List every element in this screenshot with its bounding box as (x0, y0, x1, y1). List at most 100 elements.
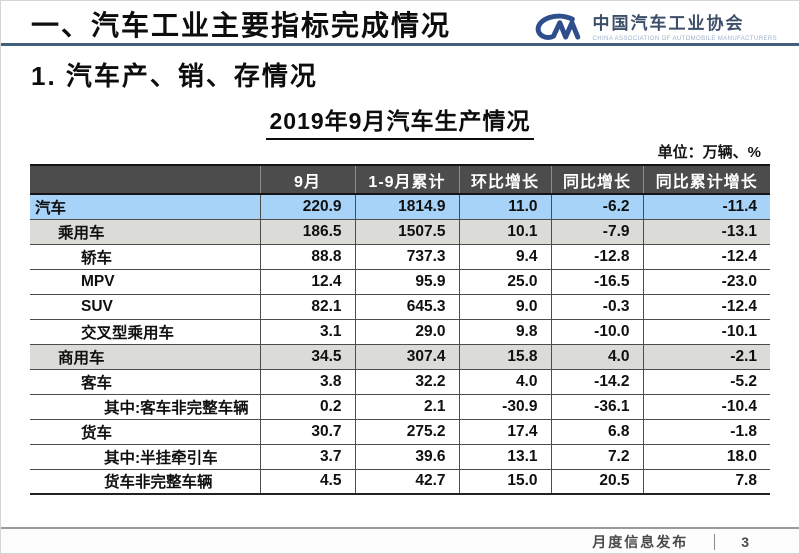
production-table: 9月 1-9月累计 环比增长 同比增长 同比累计增长 汽车 220.9 1814.9 11.0… (30, 164, 770, 495)
page-number: 3 (741, 533, 751, 550)
header-divider (1, 43, 799, 46)
row-label: 其中:半挂牵引车 (30, 444, 261, 470)
cell-value: -10.1 (643, 319, 770, 345)
cell-value: 3.1 (260, 319, 356, 345)
column-header: 环比增长 (459, 164, 552, 195)
cell-value: 18.0 (643, 444, 770, 470)
cell-value: 1507.5 (355, 219, 460, 245)
table-row: 乘用车 186.5 1507.5 10.1 -7.9 -13.1 (30, 219, 770, 245)
cell-value: 2.1 (355, 394, 460, 420)
row-label: 客车 (30, 369, 261, 395)
table-row: 货车 30.7 275.2 17.4 6.8 -1.8 (30, 419, 770, 445)
row-label: 商用车 (30, 344, 261, 370)
cell-value: -36.1 (551, 394, 644, 420)
cell-value: -10.4 (643, 394, 770, 420)
table-row: 货车非完整车辆 4.5 42.7 15.0 20.5 7.8 (30, 469, 770, 495)
cell-value: 3.7 (260, 444, 356, 470)
cell-value: 39.6 (355, 444, 460, 470)
cell-value: -0.3 (551, 294, 644, 320)
cell-value: 1814.9 (355, 194, 460, 220)
cell-value: 4.0 (551, 344, 644, 370)
cell-value: -23.0 (643, 269, 770, 295)
page-title: 一、汽车工业主要指标完成情况 (31, 10, 452, 41)
cell-value: 34.5 (260, 344, 356, 370)
logo-text: 中国汽车工业协会 CHINA ASSOCIATION OF AUTOMOBILE… (593, 15, 777, 42)
logo-org-name-en: CHINA ASSOCIATION OF AUTOMOBILE MANUFACT… (592, 36, 777, 43)
cell-value: 4.0 (459, 369, 552, 395)
cell-value: 11.0 (459, 194, 552, 220)
cell-value: 6.8 (551, 419, 644, 445)
cell-value: 186.5 (260, 219, 356, 245)
table-title-wrap: 2019年9月汽车生产情况 (1, 102, 799, 140)
association-logo: 中国汽车工业协会 CHINA ASSOCIATION OF AUTOMOBILE… (531, 10, 777, 48)
cell-value: 82.1 (260, 294, 356, 320)
cell-value: 95.9 (355, 269, 460, 295)
table-row: MPV 12.4 95.9 25.0 -16.5 -23.0 (30, 269, 770, 295)
table-row: 客车 3.8 32.2 4.0 -14.2 -5.2 (30, 369, 770, 395)
cell-value: 9.0 (459, 294, 552, 320)
slide-header: 一、汽车工业主要指标完成情况 中国汽车工业协会 CHINA ASSOCIATIO… (1, 1, 799, 42)
cell-value: -12.8 (551, 244, 644, 270)
cell-value: -6.2 (551, 194, 644, 220)
cell-value: 15.8 (459, 344, 552, 370)
column-header (30, 164, 261, 195)
table-body: 汽车 220.9 1814.9 11.0 -6.2 -11.4 乘用车 186.5 1507.5… (30, 194, 770, 495)
cell-value: -10.0 (551, 319, 644, 345)
cell-value: -16.5 (551, 269, 644, 295)
cell-value: 737.3 (355, 244, 460, 270)
cell-value: 13.1 (459, 444, 552, 470)
slide-footer: 月度信息发布 3 (1, 527, 799, 553)
cell-value: 25.0 (459, 269, 552, 295)
cell-value: 7.8 (643, 469, 770, 495)
column-header: 同比增长 (551, 164, 644, 195)
column-header: 同比累计增长 (643, 164, 770, 195)
cell-value: 9.4 (459, 244, 552, 270)
cam-monogram-icon (535, 13, 580, 40)
cell-value: 10.1 (459, 219, 552, 245)
cell-value: 7.2 (551, 444, 644, 470)
column-header: 1-9月累计 (355, 164, 460, 195)
row-label: 其中:客车非完整车辆 (30, 394, 261, 420)
cell-value: 15.0 (459, 469, 552, 495)
row-label: 货车 (30, 419, 261, 445)
cell-value: -12.4 (643, 294, 770, 320)
cell-value: 17.4 (459, 419, 552, 445)
cell-value: -11.4 (643, 194, 770, 220)
row-label: 乘用车 (30, 219, 261, 245)
table-row: 轿车 88.8 737.3 9.4 -12.8 -12.4 (30, 244, 770, 270)
cell-value: 645.3 (355, 294, 460, 320)
cell-value: 0.2 (260, 394, 356, 420)
cell-value: -5.2 (643, 369, 770, 395)
table-header-row: 9月 1-9月累计 环比增长 同比增长 同比累计增长 (30, 164, 770, 195)
cell-value: -13.1 (643, 219, 770, 245)
column-header: 9月 (260, 164, 356, 195)
cell-value: 9.8 (459, 319, 552, 345)
unit-label: 单位：万辆、% (657, 144, 761, 161)
cell-value: -7.9 (551, 219, 644, 245)
cell-value: -12.4 (643, 244, 770, 270)
cell-value: 42.7 (355, 469, 460, 495)
cell-value: 4.5 (260, 469, 356, 495)
cell-value: -2.1 (643, 344, 770, 370)
row-label: 汽车 (30, 194, 261, 220)
row-label: 货车非完整车辆 (30, 469, 261, 495)
logo-org-name-cn: 中国汽车工业协会 (592, 14, 745, 34)
table-row: 其中:半挂牵引车 3.7 39.6 13.1 7.2 18.0 (30, 444, 770, 470)
table-title: 2019年9月汽车生产情况 (265, 102, 535, 140)
cell-value: 29.0 (355, 319, 460, 345)
footer-divider (714, 533, 716, 550)
table-row: 其中:客车非完整车辆 0.2 2.1 -30.9 -36.1 -10.4 (30, 394, 770, 420)
cell-value: 12.4 (260, 269, 356, 295)
cell-value: 307.4 (355, 344, 460, 370)
table-row: SUV 82.1 645.3 9.0 -0.3 -12.4 (30, 294, 770, 320)
cell-value: 30.7 (260, 419, 356, 445)
footer-label: 月度信息发布 (592, 533, 689, 550)
row-label: 交叉型乘用车 (30, 319, 261, 345)
cell-value: 32.2 (355, 369, 460, 395)
cell-value: 275.2 (355, 419, 460, 445)
cell-value: 88.8 (260, 244, 356, 270)
table-row: 汽车 220.9 1814.9 11.0 -6.2 -11.4 (30, 194, 770, 220)
section-title: 1. 汽车产、销、存情况 (31, 61, 318, 91)
cell-value: -14.2 (551, 369, 644, 395)
